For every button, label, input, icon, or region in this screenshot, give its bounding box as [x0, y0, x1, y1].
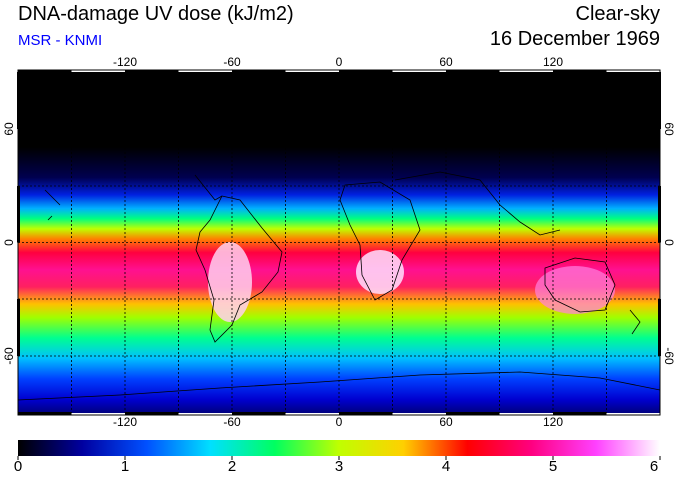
uv-hotspot-australia	[535, 266, 615, 314]
lon-label-top: 120	[543, 55, 563, 69]
uv-field-overlays	[208, 242, 615, 322]
lat-label-right: 0	[662, 239, 676, 246]
lon-label-top: -120	[113, 55, 137, 69]
lon-label-top: 60	[439, 55, 453, 69]
coast-africa	[339, 181, 421, 301]
lon-label-bottom: 120	[543, 415, 563, 429]
lat-label-left: -60	[2, 347, 16, 365]
colorbar-ticks	[17, 456, 661, 460]
colorbar-label: 4	[441, 458, 451, 475]
colorbar	[18, 440, 660, 456]
coastlines	[18, 171, 660, 401]
source-label: MSR - KNMI	[18, 32, 103, 49]
colorbar-label: 3	[334, 458, 344, 475]
map-frame	[17, 69, 661, 416]
lon-labels-top: -120 -60 0 60 120	[113, 55, 563, 69]
lat-labels-right: 60 0 -60	[662, 122, 676, 365]
coast-new-zealand	[629, 309, 641, 335]
date-label: 16 December 1969	[489, 28, 660, 50]
lat-label-left: 0	[2, 239, 16, 246]
lon-label-bottom: 0	[336, 415, 343, 429]
coast-australia	[544, 257, 616, 313]
uv-hotspot-south-america	[208, 242, 252, 322]
lon-label-bottom: -60	[223, 415, 241, 429]
lon-label-top: 0	[336, 55, 343, 69]
lon-label-bottom: -120	[113, 415, 137, 429]
colorbar-label: 5	[548, 458, 558, 475]
lat-label-left: 60	[2, 122, 16, 136]
colorbar-label: 0	[13, 458, 23, 475]
coast-central-america	[194, 174, 223, 201]
colorbar-label: 6	[649, 458, 659, 475]
lat-labels-left: 60 0 -60	[2, 122, 16, 365]
coast-asia	[394, 171, 561, 236]
graticule	[18, 72, 660, 413]
map-title: DNA-damage UV dose (kJ/m2)	[18, 3, 294, 25]
lat-label-right: -60	[662, 347, 676, 365]
colorbar-label: 1	[120, 458, 130, 475]
lon-labels-bottom: -120 -60 0 60 120	[113, 415, 563, 429]
uv-hotspot-southern-africa	[356, 250, 404, 294]
lat-label-right: 60	[662, 122, 676, 136]
colorbar-label: 2	[227, 458, 237, 475]
lon-label-bottom: 60	[439, 415, 453, 429]
coast-islands	[44, 189, 61, 221]
lon-label-top: -60	[223, 55, 241, 69]
coast-south-america	[195, 195, 283, 343]
sky-mode-label: Clear-sky	[575, 3, 660, 25]
coast-antarctica	[18, 371, 660, 401]
